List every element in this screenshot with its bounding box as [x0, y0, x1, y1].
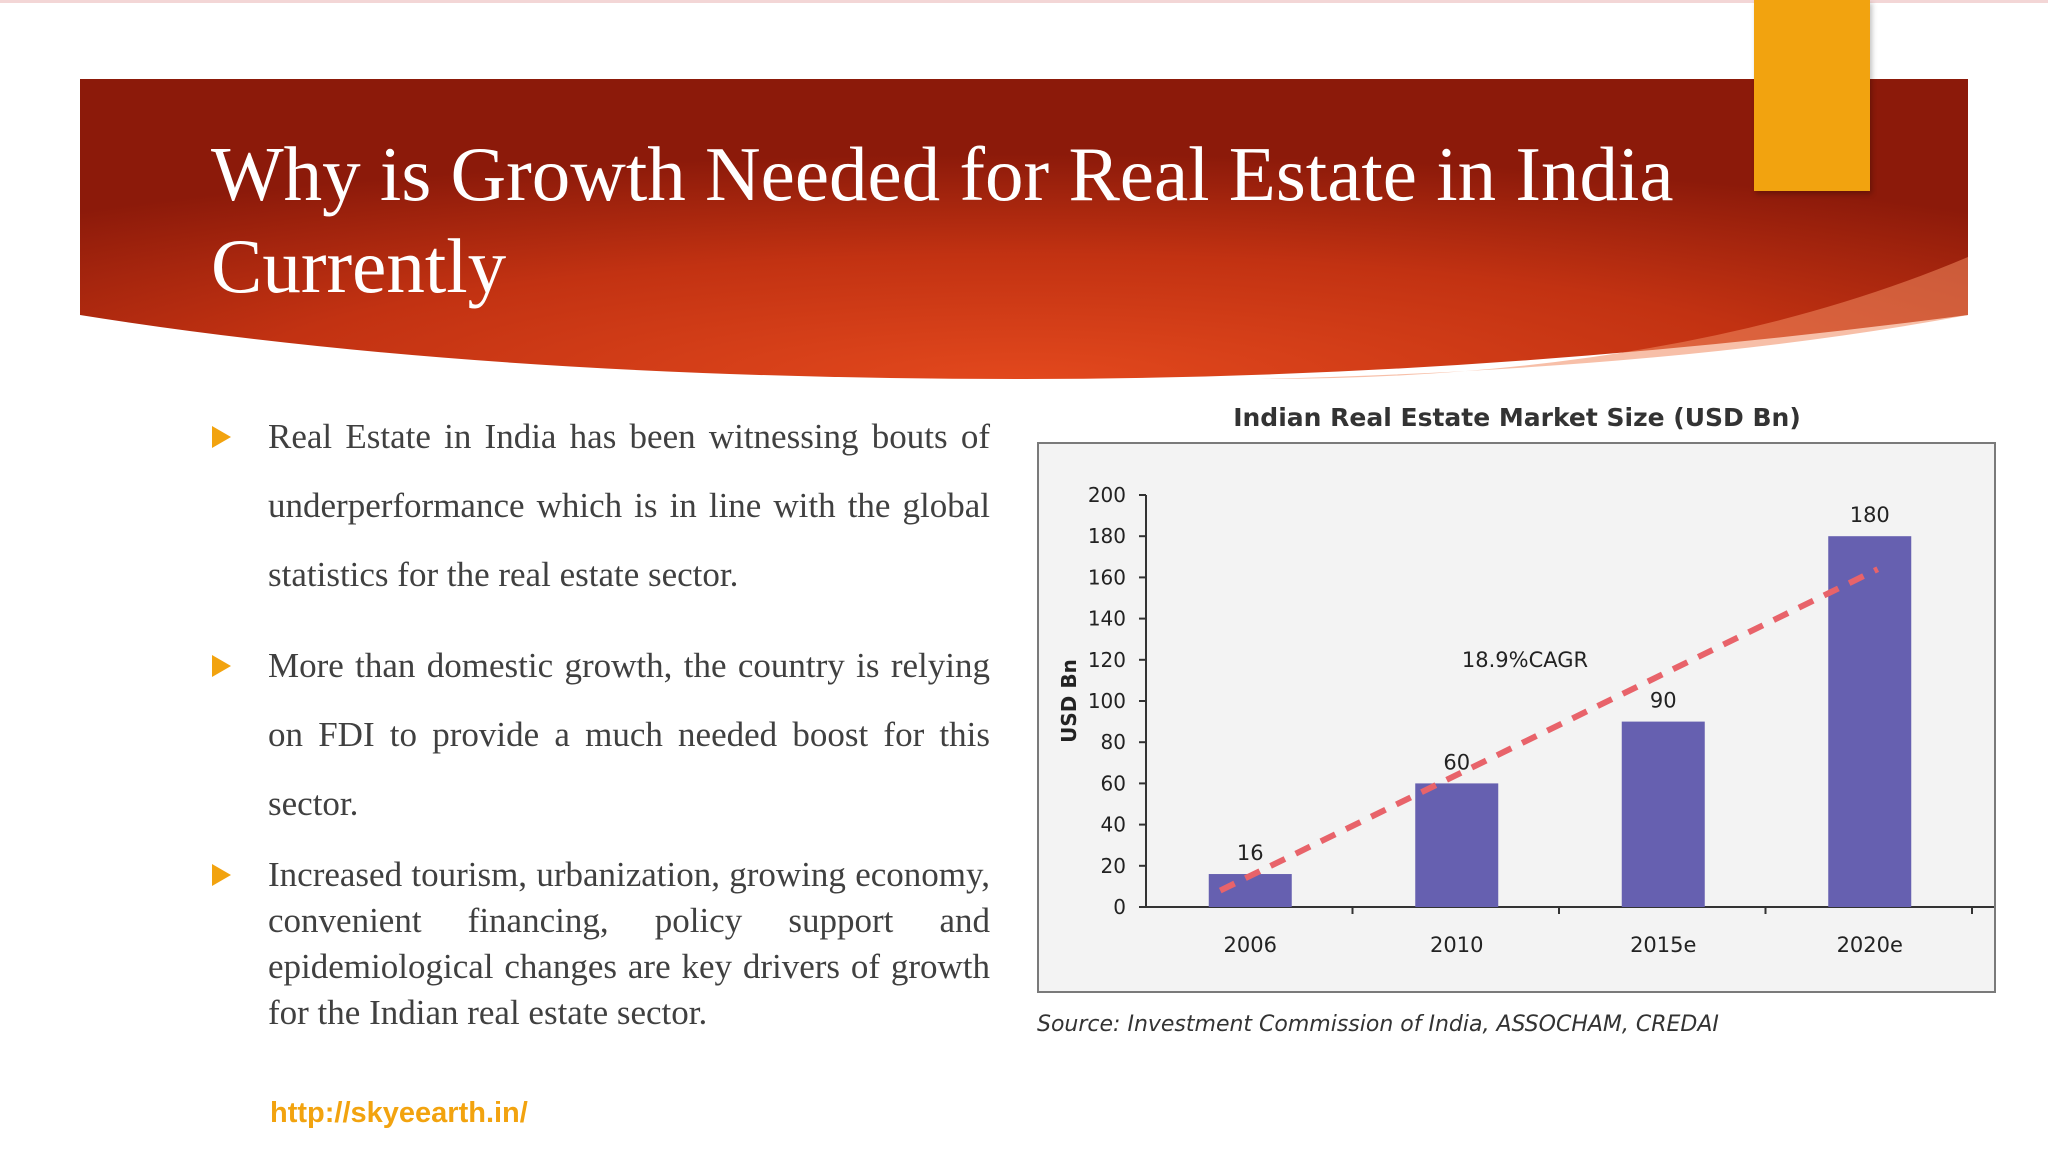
bar-chart: 0 20 40 60 80 100 120 140 160 180 200 USD Bn 16 2006 6…	[1057, 483, 1994, 957]
data-label: 180	[1850, 503, 1890, 527]
top-border-line	[0, 0, 2048, 3]
bullet-list: Real Estate in India has been witnessing…	[208, 402, 990, 1036]
y-tick-label: 0	[1113, 895, 1126, 919]
y-tick-label: 80	[1101, 730, 1126, 754]
data-label: 60	[1443, 750, 1470, 774]
x-tick-label: 2006	[1224, 933, 1277, 957]
title-banner	[80, 79, 1968, 379]
bar	[1621, 721, 1705, 907]
y-tick-label: 140	[1088, 607, 1126, 631]
y-tick-label: 60	[1101, 771, 1126, 795]
x-tick-label: 2010	[1430, 933, 1483, 957]
bullet-text: More than domestic growth, the country i…	[268, 646, 990, 823]
banner-shape	[80, 79, 1968, 379]
arrow-bullet-icon	[212, 426, 231, 448]
y-tick-label: 100	[1088, 689, 1126, 713]
bullet-text: Increased tourism, urbanization, growing…	[268, 855, 990, 1032]
x-tick-label: 2020e	[1837, 933, 1903, 957]
y-tick-label: 160	[1088, 565, 1126, 589]
bar	[1415, 783, 1499, 907]
arrow-bullet-icon	[212, 864, 231, 886]
arrow-bullet-icon	[212, 655, 231, 677]
bullet-item: More than domestic growth, the country i…	[208, 631, 990, 838]
y-tick-label: 200	[1088, 483, 1126, 507]
y-tick-label: 120	[1088, 648, 1126, 672]
bullet-text: Real Estate in India has been witnessing…	[268, 417, 990, 594]
data-label: 90	[1650, 689, 1677, 713]
accent-tab	[1754, 0, 1870, 191]
chart-title: Indian Real Estate Market Size (USD Bn)	[1233, 403, 1801, 432]
data-label: 16	[1237, 841, 1264, 865]
x-tick-label: 2015e	[1630, 933, 1696, 957]
bar	[1828, 536, 1912, 907]
slide-title: Why is Growth Needed for Real Estate in …	[211, 131, 1674, 309]
bullet-item: Real Estate in India has been witnessing…	[208, 402, 990, 609]
cagr-annotation: 18.9%CAGR	[1462, 648, 1588, 672]
chart-source: Source: Investment Commission of India, …	[1037, 1012, 1719, 1037]
bullet-item: Increased tourism, urbanization, growing…	[208, 852, 990, 1036]
y-axis-label: USD Bn	[1057, 659, 1081, 743]
y-tick-label: 20	[1101, 854, 1126, 878]
website-link[interactable]: http://skyeearth.in/	[270, 1097, 528, 1129]
cagr-trendline	[1218, 566, 1880, 894]
y-tick-label: 180	[1088, 524, 1126, 548]
chart-frame: 0 20 40 60 80 100 120 140 160 180 200 USD Bn 16 2006 6…	[1037, 442, 1996, 993]
y-tick-label: 40	[1101, 813, 1126, 837]
